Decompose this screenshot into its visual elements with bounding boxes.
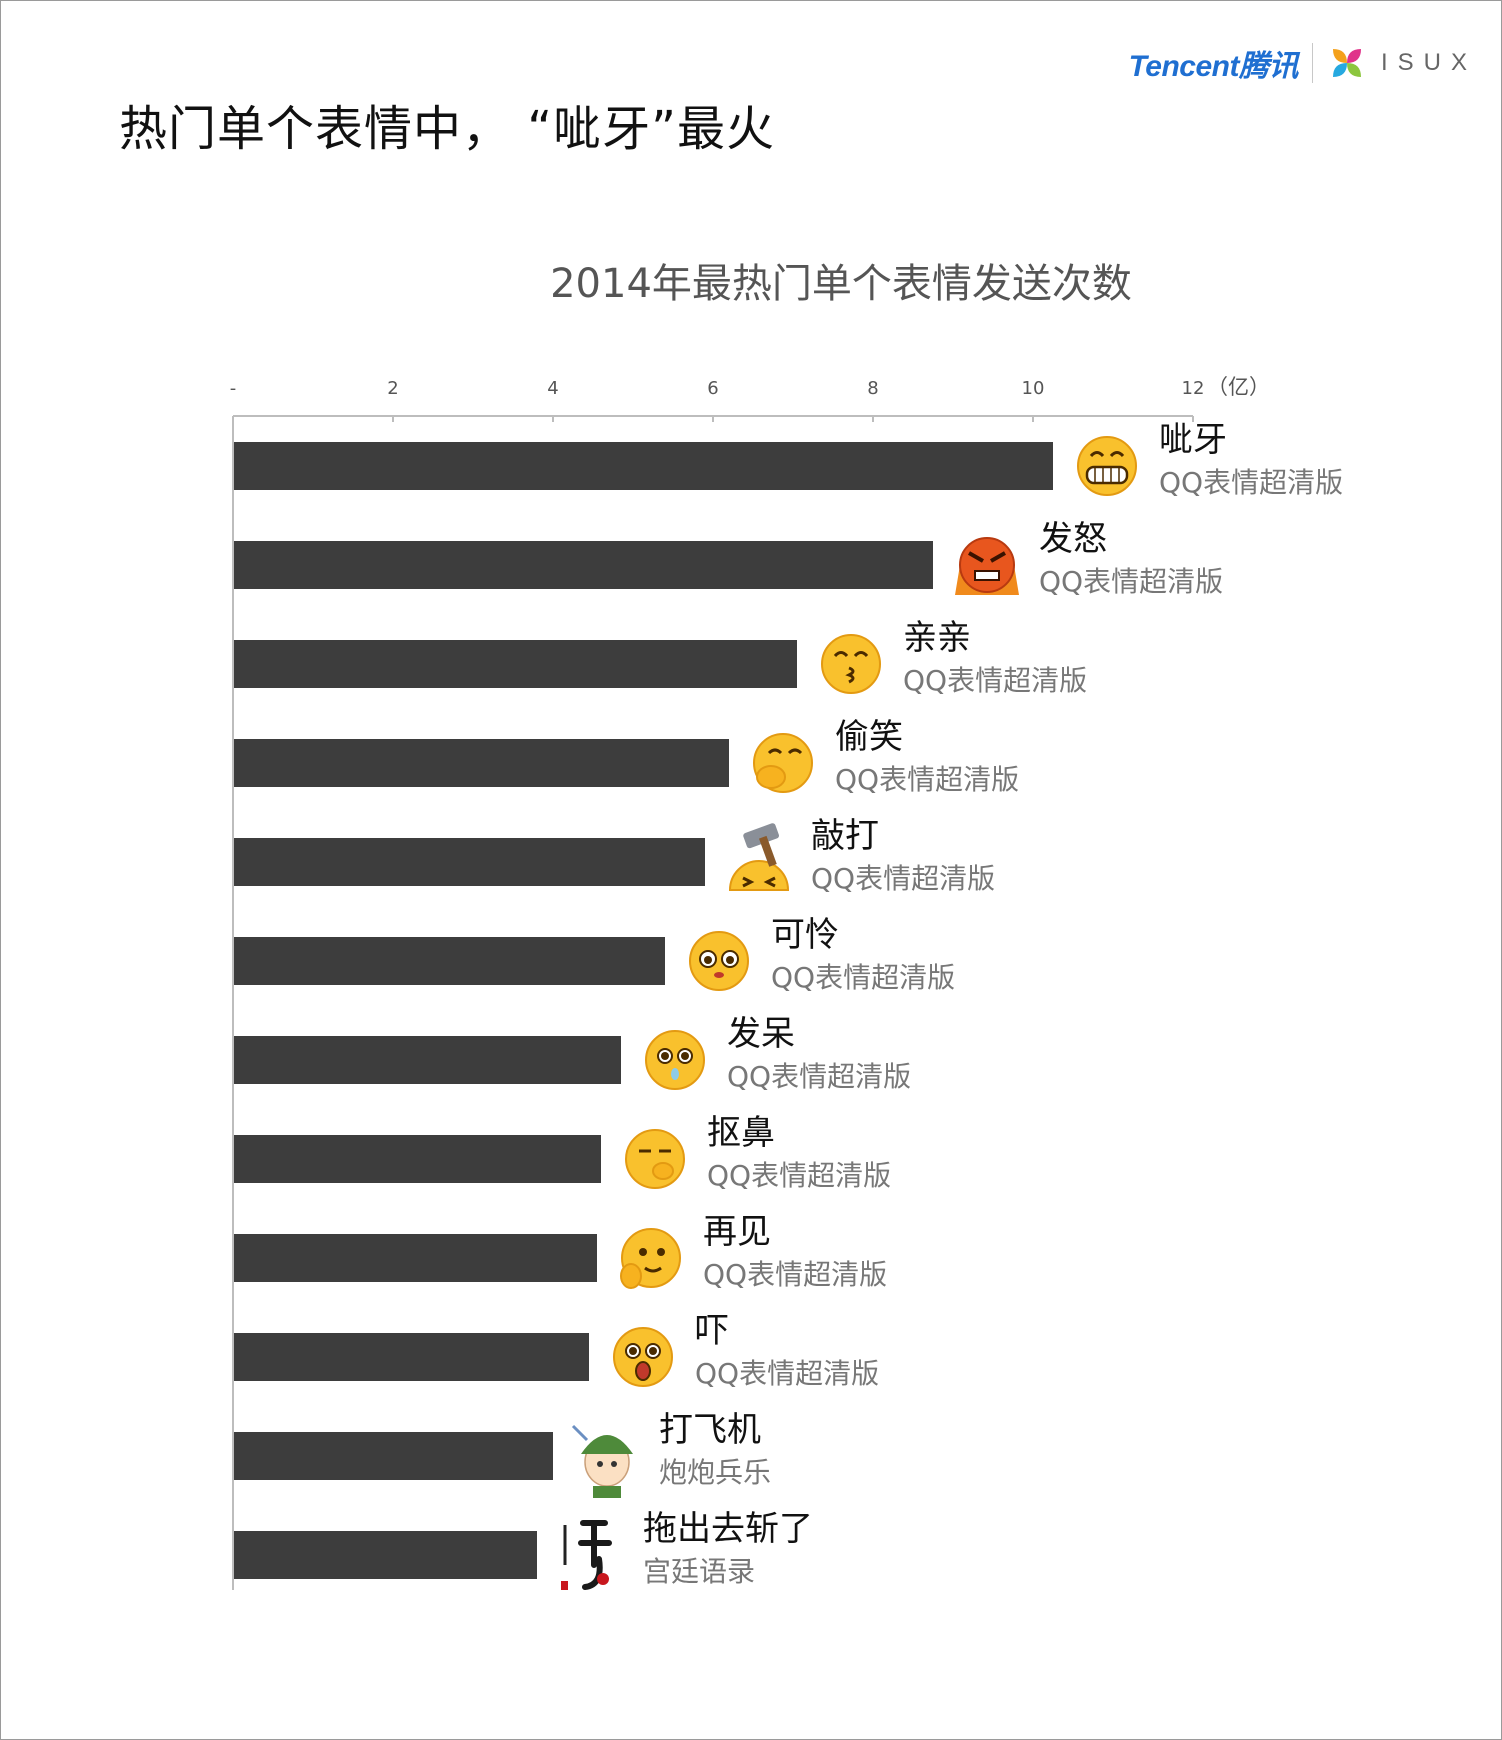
bar-category-label: 发怒	[1039, 519, 1107, 559]
bar-category-label: 打飞机	[659, 1410, 761, 1450]
bar-group: 亲亲 QQ表情超清版	[234, 618, 1087, 697]
bar-category-label: 拖出去斩了	[643, 1509, 813, 1549]
x-tick-label: 6	[707, 378, 718, 399]
bar-category-label: 可怜	[771, 915, 839, 955]
x-tick-label: 10	[1022, 378, 1045, 399]
headline: 热门单个表情中， “呲牙”最火	[119, 101, 775, 157]
angry-emoji-icon	[955, 537, 1019, 595]
bar-category-label: 抠鼻	[707, 1113, 775, 1153]
hammer-emoji-icon	[728, 823, 790, 891]
bar-group: 抠鼻 QQ表情超清版	[234, 1113, 891, 1192]
isux-logo-icon	[1332, 49, 1361, 77]
x-unit-label: （亿）	[1207, 375, 1270, 399]
bar	[234, 1135, 601, 1183]
x-tick-label: 2	[387, 378, 398, 399]
bar-source-label: QQ表情超清版	[727, 1060, 911, 1093]
bar	[234, 442, 1053, 490]
bar-category-label: 呲牙	[1159, 420, 1227, 460]
isux-wordmark: ISUX	[1380, 49, 1477, 76]
bar	[234, 937, 665, 985]
bar-group: 再见 QQ表情超清版	[234, 1212, 887, 1291]
bar	[234, 739, 729, 787]
bar	[234, 1432, 553, 1480]
x-tick-label: -	[230, 378, 237, 399]
bar-group: 敲打 QQ表情超清版	[234, 816, 995, 895]
bar-source-label: 炮炮兵乐	[659, 1456, 771, 1489]
grin-emoji-icon	[1077, 436, 1137, 496]
logo: Tencent腾讯 ISUX	[1129, 41, 1477, 85]
bar-source-label: QQ表情超清版	[703, 1258, 887, 1291]
bar-category-label: 敲打	[811, 816, 879, 856]
bar	[234, 1531, 537, 1579]
x-tick-label: 8	[867, 378, 878, 399]
scared-emoji-icon	[613, 1327, 673, 1387]
logo-divider	[1311, 43, 1313, 83]
bar-category-label: 发呆	[727, 1014, 795, 1054]
bar-group: 偷笑 QQ表情超清版	[234, 717, 1019, 796]
bye-emoji-icon	[620, 1228, 681, 1289]
bar-source-label: QQ表情超清版	[707, 1159, 891, 1192]
pitiful-emoji-icon	[689, 931, 749, 991]
bar-source-label: QQ表情超清版	[771, 961, 955, 994]
bar-source-label: QQ表情超清版	[903, 664, 1087, 697]
daze-emoji-icon	[645, 1030, 705, 1090]
bar-group: 吓 QQ表情超清版	[234, 1311, 879, 1390]
bar-category-label: 吓	[695, 1311, 729, 1351]
nose-pick-emoji-icon	[625, 1129, 685, 1189]
bar	[234, 640, 797, 688]
x-tick-label: 12	[1182, 378, 1205, 399]
bar-group: 呲牙 QQ表情超清版	[234, 420, 1343, 499]
soldier-sticker-icon	[571, 1424, 633, 1498]
snicker-emoji-icon	[753, 733, 813, 793]
bar	[234, 838, 705, 886]
bar	[234, 541, 933, 589]
bar-category-label: 亲亲	[903, 618, 971, 658]
bar-category-label: 再见	[703, 1212, 771, 1252]
bar-category-label: 偷笑	[835, 717, 903, 757]
chart-title: 2014年最热门单个表情发送次数	[550, 261, 1132, 307]
bar-source-label: QQ表情超清版	[835, 763, 1019, 796]
kiss-emoji-icon	[821, 634, 881, 694]
bar-source-label: 宫廷语录	[643, 1555, 755, 1588]
bar-source-label: QQ表情超清版	[695, 1357, 879, 1390]
x-tick-label: 4	[547, 378, 558, 399]
bar-group: 可怜 QQ表情超清版	[234, 915, 955, 994]
bar	[234, 1036, 621, 1084]
bar-source-label: QQ表情超清版	[811, 862, 995, 895]
bar-source-label: QQ表情超清版	[1039, 565, 1223, 598]
bar-source-label: QQ表情超清版	[1159, 466, 1343, 499]
bar-group: 发呆 QQ表情超清版	[234, 1014, 911, 1093]
bar	[234, 1333, 589, 1381]
calligraphy-sticker-icon	[561, 1520, 612, 1590]
bar	[234, 1234, 597, 1282]
bar-group: 发怒 QQ表情超清版	[234, 519, 1223, 598]
tencent-logo: Tencent腾讯	[1128, 50, 1299, 83]
